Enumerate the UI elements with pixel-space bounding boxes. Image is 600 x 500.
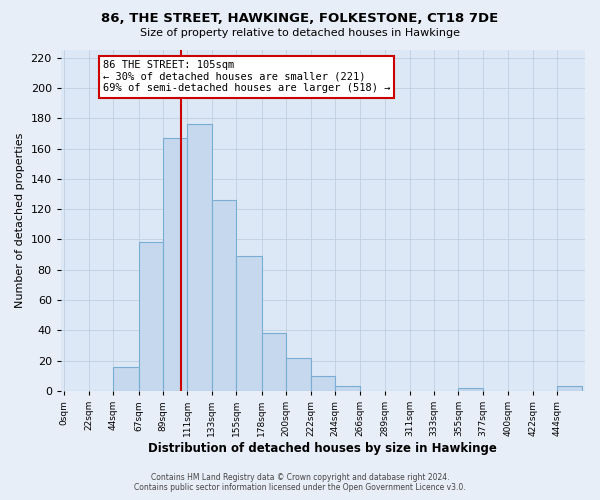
- Text: Size of property relative to detached houses in Hawkinge: Size of property relative to detached ho…: [140, 28, 460, 38]
- Text: Contains HM Land Registry data © Crown copyright and database right 2024.
Contai: Contains HM Land Registry data © Crown c…: [134, 473, 466, 492]
- Bar: [557, 386, 581, 391]
- Bar: [262, 334, 286, 391]
- Bar: [236, 256, 262, 391]
- Bar: [163, 138, 187, 391]
- Text: 86, THE STREET, HAWKINGE, FOLKESTONE, CT18 7DE: 86, THE STREET, HAWKINGE, FOLKESTONE, CT…: [101, 12, 499, 26]
- Text: 86 THE STREET: 105sqm
← 30% of detached houses are smaller (221)
69% of semi-det: 86 THE STREET: 105sqm ← 30% of detached …: [103, 60, 390, 94]
- X-axis label: Distribution of detached houses by size in Hawkinge: Distribution of detached houses by size …: [148, 442, 497, 455]
- Bar: [187, 124, 212, 391]
- Bar: [335, 386, 359, 391]
- Bar: [458, 388, 483, 391]
- Y-axis label: Number of detached properties: Number of detached properties: [15, 133, 25, 308]
- Bar: [286, 358, 311, 391]
- Bar: [113, 367, 139, 391]
- Bar: [212, 200, 236, 391]
- Bar: [311, 376, 335, 391]
- Bar: [139, 242, 163, 391]
